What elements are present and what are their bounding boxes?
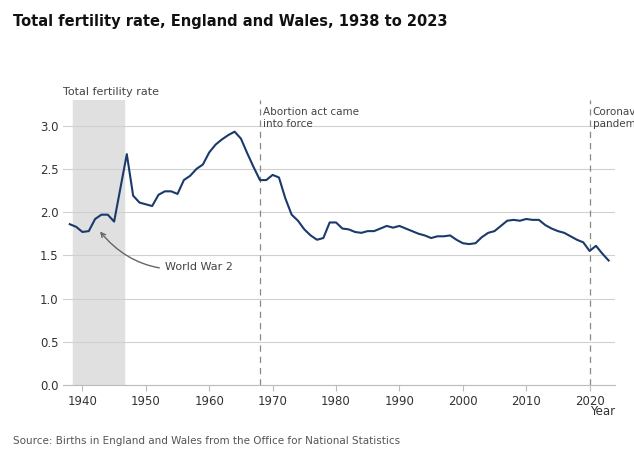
Text: World War 2: World War 2 bbox=[101, 233, 233, 272]
Text: Source: Births in England and Wales from the Office for National Statistics: Source: Births in England and Wales from… bbox=[13, 436, 400, 446]
Text: Total fertility rate, England and Wales, 1938 to 2023: Total fertility rate, England and Wales,… bbox=[13, 14, 447, 29]
Text: Coronavirus
pandemic began: Coronavirus pandemic began bbox=[593, 106, 634, 129]
Text: Abortion act came
into force: Abortion act came into force bbox=[263, 106, 359, 129]
Bar bbox=[73, 100, 124, 385]
Text: Year: Year bbox=[590, 405, 615, 418]
Text: Total fertility rate: Total fertility rate bbox=[63, 87, 159, 97]
